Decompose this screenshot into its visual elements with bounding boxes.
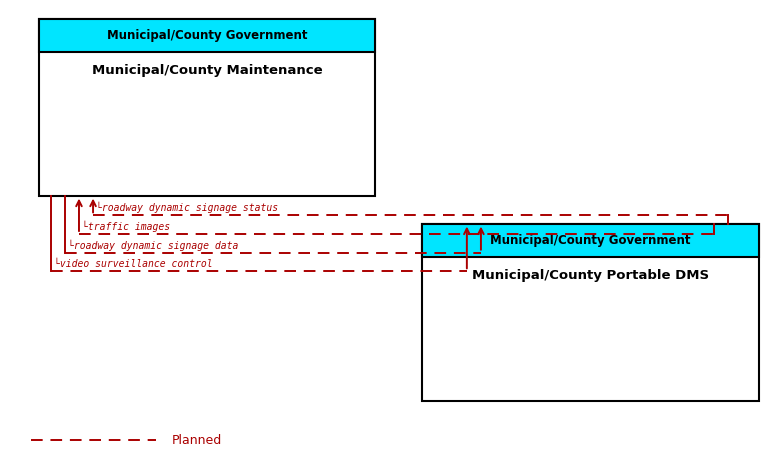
Bar xyxy=(39,19,375,52)
Text: └video surveillance control: └video surveillance control xyxy=(54,260,213,269)
Text: └traffic images: └traffic images xyxy=(82,221,170,232)
Text: └roadway dynamic signage data: └roadway dynamic signage data xyxy=(68,240,239,251)
Bar xyxy=(422,224,759,401)
Text: └roadway dynamic signage status: └roadway dynamic signage status xyxy=(96,202,278,213)
Text: Municipal/County Maintenance: Municipal/County Maintenance xyxy=(92,64,322,77)
Text: Planned: Planned xyxy=(172,434,222,447)
Text: Municipal/County Government: Municipal/County Government xyxy=(107,29,307,42)
Text: Municipal/County Government: Municipal/County Government xyxy=(490,234,691,247)
Bar xyxy=(39,19,375,196)
Bar xyxy=(422,224,759,257)
Text: Municipal/County Portable DMS: Municipal/County Portable DMS xyxy=(472,269,709,282)
